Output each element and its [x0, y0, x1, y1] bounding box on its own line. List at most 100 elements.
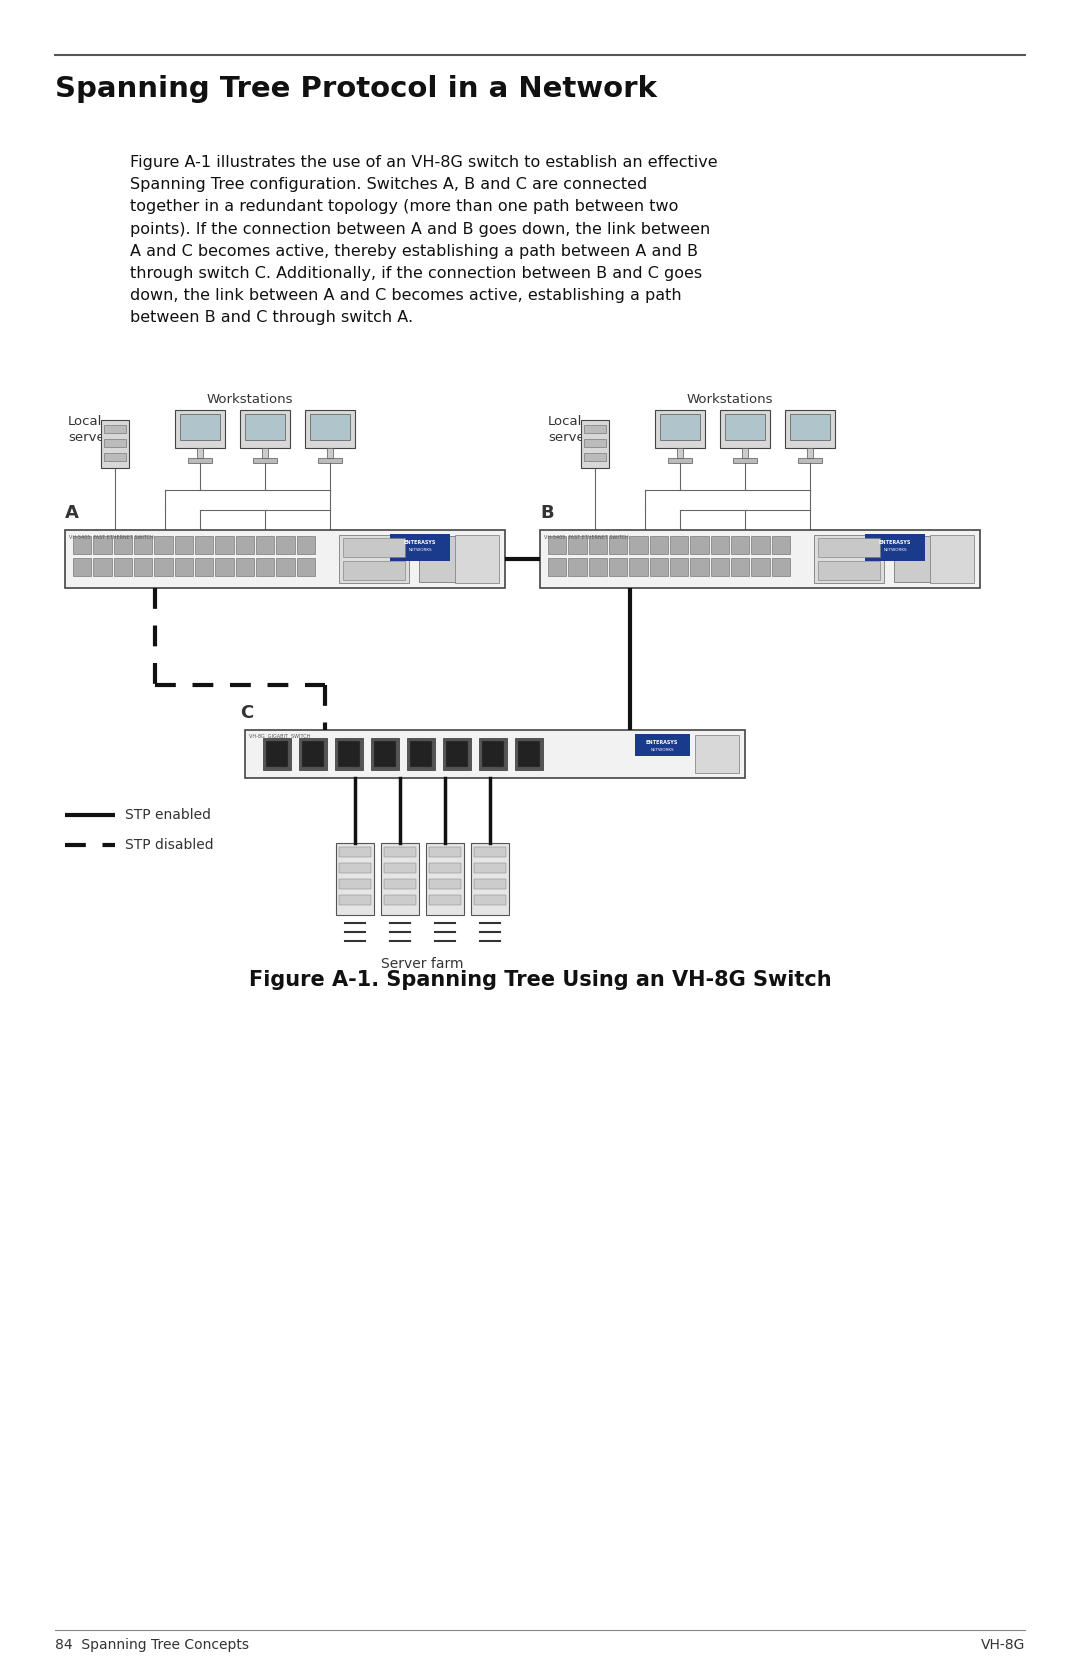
Bar — [772, 557, 789, 576]
Text: ENTERASYS: ENTERASYS — [879, 539, 912, 544]
Bar — [256, 536, 274, 554]
Bar — [720, 411, 770, 447]
Text: VH-5405  FAST ETHERNET SWITCH: VH-5405 FAST ETHERNET SWITCH — [69, 536, 153, 541]
Bar — [336, 843, 374, 915]
Bar — [429, 863, 461, 873]
Bar — [235, 557, 254, 576]
Bar — [339, 895, 372, 905]
Bar — [429, 846, 461, 856]
Bar — [195, 557, 214, 576]
Bar — [197, 447, 203, 457]
Bar — [814, 536, 885, 582]
Bar — [245, 414, 285, 441]
Bar — [731, 536, 750, 554]
Bar — [343, 537, 405, 557]
Bar — [276, 536, 295, 554]
Bar — [297, 536, 315, 554]
Bar — [677, 447, 683, 457]
Bar — [297, 557, 315, 576]
Bar — [609, 557, 627, 576]
Bar — [215, 557, 233, 576]
Bar — [343, 561, 405, 581]
Text: Local
server: Local server — [68, 416, 110, 444]
Bar — [650, 557, 669, 576]
Bar — [711, 557, 729, 576]
Text: A: A — [65, 504, 79, 522]
Bar — [711, 536, 729, 554]
Bar — [690, 536, 708, 554]
Bar — [589, 557, 607, 576]
Bar — [742, 447, 748, 457]
Text: STP disabled: STP disabled — [125, 838, 214, 851]
Text: Local
server: Local server — [548, 416, 591, 444]
Bar — [310, 414, 350, 441]
Bar — [429, 895, 461, 905]
Text: NETWORKS: NETWORKS — [408, 547, 432, 552]
Bar — [589, 536, 607, 554]
Bar — [471, 843, 509, 915]
Bar — [670, 557, 688, 576]
Bar — [798, 457, 822, 462]
Bar — [338, 741, 360, 768]
Text: NETWORKS: NETWORKS — [883, 547, 907, 552]
Bar — [134, 536, 152, 554]
Bar — [429, 880, 461, 890]
Bar — [335, 738, 363, 769]
Bar — [384, 895, 416, 905]
Bar — [188, 457, 212, 462]
Bar — [630, 536, 648, 554]
Bar — [581, 421, 609, 467]
Bar — [215, 536, 233, 554]
Bar — [104, 439, 126, 447]
Bar — [339, 846, 372, 856]
Bar — [390, 534, 450, 561]
Bar — [175, 536, 193, 554]
Text: VH-8G: VH-8G — [981, 1637, 1025, 1652]
Bar — [548, 557, 566, 576]
Bar — [65, 531, 505, 587]
Bar — [635, 734, 690, 756]
Bar — [410, 741, 432, 768]
Bar — [262, 447, 268, 457]
Bar — [654, 411, 705, 447]
Bar — [752, 557, 770, 576]
Bar — [474, 895, 507, 905]
Bar — [474, 863, 507, 873]
Bar — [384, 846, 416, 856]
Bar — [568, 536, 586, 554]
Bar — [113, 557, 132, 576]
Bar — [807, 447, 813, 457]
Bar — [482, 741, 504, 768]
Bar — [480, 738, 507, 769]
Bar — [725, 414, 765, 441]
Bar — [785, 411, 835, 447]
Bar — [327, 447, 333, 457]
Bar — [318, 457, 342, 462]
Bar — [195, 536, 214, 554]
Bar — [104, 452, 126, 461]
Bar — [134, 557, 152, 576]
Bar — [384, 863, 416, 873]
Bar — [73, 557, 92, 576]
Bar — [609, 536, 627, 554]
Bar — [474, 880, 507, 890]
Bar — [670, 536, 688, 554]
Bar — [305, 411, 355, 447]
Bar — [175, 411, 225, 447]
Bar — [584, 426, 606, 432]
Bar — [264, 738, 291, 769]
Bar — [175, 557, 193, 576]
Bar — [245, 729, 745, 778]
Text: 84  Spanning Tree Concepts: 84 Spanning Tree Concepts — [55, 1637, 249, 1652]
Bar — [102, 421, 129, 467]
Text: B: B — [540, 504, 554, 522]
Bar — [384, 880, 416, 890]
Bar — [584, 439, 606, 447]
Text: ENTERASYS: ENTERASYS — [646, 739, 678, 744]
Text: VH-8G  GIGABIT  SWITCH: VH-8G GIGABIT SWITCH — [249, 734, 310, 739]
Bar — [73, 536, 92, 554]
Bar — [443, 738, 471, 769]
Bar — [650, 536, 669, 554]
Bar — [865, 534, 924, 561]
Bar — [180, 414, 220, 441]
